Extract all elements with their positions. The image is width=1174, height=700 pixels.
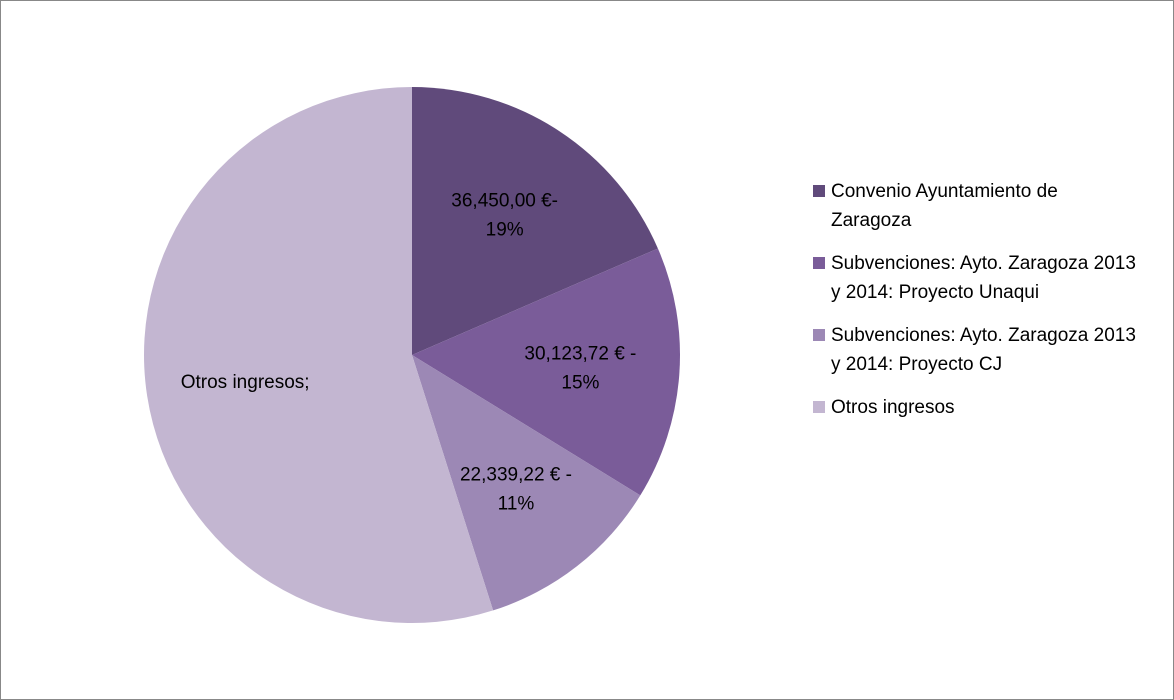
data-label-line: 30,123,72 € - — [524, 344, 636, 365]
pie-slice — [412, 355, 641, 611]
legend-label: Convenio Ayuntamiento de Zaragoza — [831, 181, 1058, 231]
data-label-line: 19% — [486, 219, 524, 240]
pie-slice — [143, 87, 494, 623]
data-label-line: 22,339,22 € - — [460, 465, 572, 486]
legend-swatch — [813, 185, 825, 197]
legend-swatch — [813, 329, 825, 341]
legend-label: Subvenciones: Ayto. Zaragoza 2013 y 2014… — [831, 325, 1136, 375]
data-label-line: Otros ingresos; — [181, 372, 310, 393]
legend: Convenio Ayuntamiento de Zaragoza Subvenc… — [813, 177, 1141, 422]
data-label: 36,450,00 €- 19% — [451, 190, 558, 240]
legend-item: Otros ingresos — [813, 393, 1141, 422]
data-label: 22,339,22 € - 11% — [460, 465, 572, 515]
legend-swatch — [813, 401, 825, 413]
legend-item: Subvenciones: Ayto. Zaragoza 2013 y 2014… — [813, 249, 1141, 307]
data-label: 30,123,72 € - 15% — [524, 344, 636, 394]
data-label: Otros ingresos; — [181, 372, 310, 393]
data-label-line: 36,450,00 €- — [451, 190, 558, 211]
data-label-line: 15% — [561, 373, 599, 394]
legend-label: Subvenciones: Ayto. Zaragoza 2013 y 2014… — [831, 253, 1136, 303]
data-label-line: 11% — [498, 494, 535, 515]
pie-slice — [412, 87, 658, 355]
pie-slice — [412, 248, 680, 496]
legend-item: Convenio Ayuntamiento de Zaragoza — [813, 177, 1141, 235]
legend-label: Otros ingresos — [831, 397, 955, 418]
legend-swatch — [813, 257, 825, 269]
legend-item: Subvenciones: Ayto. Zaragoza 2013 y 2014… — [813, 321, 1141, 379]
